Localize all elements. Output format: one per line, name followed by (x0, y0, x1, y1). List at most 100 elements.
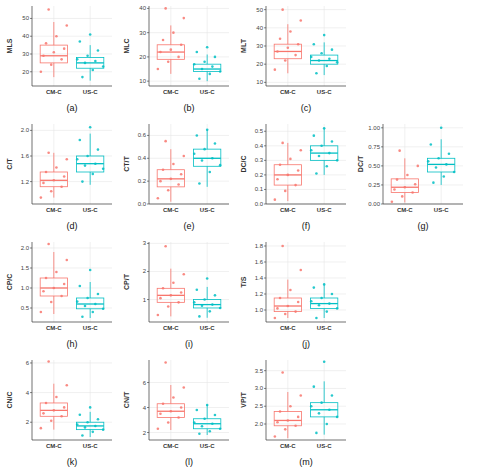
marks (157, 7, 222, 81)
box (40, 278, 67, 296)
point (318, 412, 321, 415)
point (325, 165, 328, 168)
y-tick (147, 271, 149, 272)
y-tick (30, 36, 32, 37)
y-tick-label: 1.2 (255, 291, 264, 297)
whisker-upper (287, 280, 288, 298)
y-axis (149, 6, 150, 86)
marks (274, 360, 339, 438)
point (323, 127, 326, 130)
whisker-upper (324, 284, 325, 298)
y-tick (264, 370, 266, 371)
point (274, 68, 277, 71)
point (279, 297, 282, 300)
grid-line (32, 54, 112, 55)
box (77, 156, 104, 172)
y-tick-label: 1.0 (255, 307, 264, 313)
point (47, 152, 50, 155)
point (196, 409, 199, 412)
grid-line (383, 146, 463, 147)
box (194, 419, 221, 429)
grid-line (170, 6, 171, 86)
x-axis (266, 204, 346, 205)
point (55, 166, 58, 169)
y-tick-label: 0.50 (368, 163, 380, 169)
point (287, 47, 290, 50)
point (281, 245, 284, 248)
x-axis (32, 204, 112, 205)
y-tick (30, 181, 32, 182)
grid-line (266, 174, 346, 175)
y-tick (147, 8, 149, 9)
grid-line (266, 406, 346, 407)
median (428, 164, 455, 165)
whisker-upper (207, 54, 208, 64)
y-tick-label: 0.25 (368, 182, 380, 188)
whisker-lower (287, 312, 288, 318)
grid-line (149, 135, 229, 136)
point (214, 56, 217, 59)
whisker-lower (53, 63, 54, 77)
y-tick (30, 71, 32, 72)
point (42, 290, 45, 293)
marks (391, 127, 456, 204)
grid-line (287, 242, 288, 322)
y-tick-label: 2 (143, 430, 147, 436)
box (194, 300, 221, 308)
grid-line (32, 288, 112, 289)
y-tick (147, 81, 149, 82)
y-tick-label: 30 (22, 51, 29, 57)
point (219, 307, 222, 310)
point (91, 173, 94, 176)
point (336, 307, 339, 310)
x-tick-label: US-C (83, 207, 98, 213)
point (167, 60, 170, 63)
panel: 10203040CM-CUS-CMLC(b) (123, 5, 229, 113)
grid-line (266, 278, 346, 279)
point (162, 168, 165, 171)
x-axis (32, 440, 112, 441)
whisker-lower (90, 430, 91, 437)
point (320, 52, 323, 55)
whisker-upper (90, 412, 91, 422)
box (311, 298, 338, 308)
point (76, 423, 79, 426)
panel-title: (e) (184, 221, 195, 231)
x-tick-label: CM-C (280, 207, 296, 213)
point (91, 311, 94, 314)
y-tick-label: 1.5 (21, 265, 30, 271)
grid-line (207, 124, 208, 204)
y-tick (264, 131, 266, 132)
grid-line (324, 360, 325, 440)
box (274, 298, 301, 312)
median (157, 295, 184, 296)
y-tick (147, 204, 149, 205)
whisker-lower (170, 59, 171, 74)
y-tick-label: 40 (256, 25, 263, 31)
grid-line (266, 310, 346, 311)
x-tick-label: US-C (200, 325, 215, 331)
y-tick (30, 156, 32, 157)
whisker-lower (170, 302, 171, 316)
median (40, 180, 67, 181)
panel: 246CM-CUS-CCN/T(l) (123, 360, 229, 467)
grid-line (149, 158, 229, 159)
marks (274, 127, 339, 201)
grid-line (404, 124, 405, 204)
median (274, 174, 301, 175)
point (198, 77, 201, 80)
point (60, 58, 63, 61)
grid-line (149, 243, 229, 244)
y-tick-label: 0.0 (138, 201, 147, 207)
whisker-lower (170, 418, 171, 431)
point (53, 287, 56, 290)
whisker-lower (207, 429, 208, 435)
point (310, 405, 313, 408)
box (274, 44, 301, 59)
x-axis (383, 204, 463, 205)
point (328, 408, 331, 411)
grid-line (90, 242, 91, 322)
panel-title: (m) (299, 457, 313, 467)
grid-line (170, 242, 171, 322)
y-axis-label: C/T (6, 158, 13, 170)
